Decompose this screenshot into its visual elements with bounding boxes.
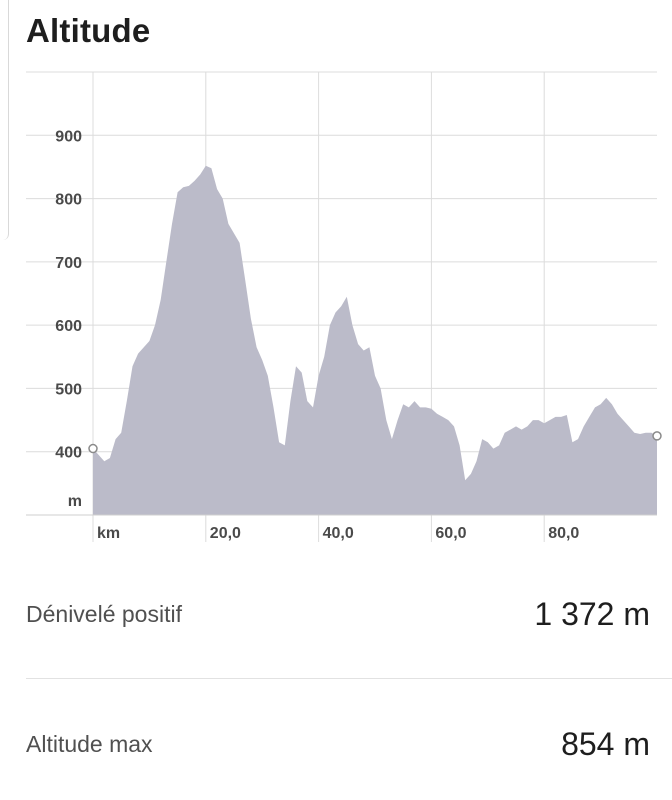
y-unit-label: m: [68, 493, 82, 510]
elevation-gain-label: Dénivelé positif: [26, 600, 182, 627]
max-altitude-label: Altitude max: [26, 730, 153, 757]
y-tick-label: 800: [55, 192, 82, 209]
x-tick-label: 80,0: [548, 525, 579, 542]
max-altitude-value: 854 m: [561, 725, 650, 762]
elevation-gain-value: 1 372 m: [534, 595, 650, 632]
y-tick-label: 700: [55, 255, 82, 272]
page-title: Altitude: [26, 12, 151, 49]
y-tick-label: 900: [55, 128, 82, 145]
elevation-chart: 400 500 600 700 800 900 mkm 20,0 40,0 60,0 80,0: [26, 71, 662, 542]
y-tick-label: 500: [55, 381, 82, 398]
x-tick-label: 60,0: [435, 525, 466, 542]
y-tick-label: 400: [55, 445, 82, 462]
stat-row-elevation-gain: Dénivelé positif 1 372 m: [26, 592, 650, 636]
x-unit-label: km: [97, 525, 120, 542]
side-panel-edge: [0, 0, 9, 240]
elevation-area: [93, 165, 657, 515]
x-tick-label: 20,0: [210, 525, 241, 542]
x-tick-label: 40,0: [323, 525, 354, 542]
stat-divider: [26, 678, 672, 679]
route-start-marker: [88, 443, 98, 454]
chart-axes: 400 500 600 700 800 900 mkm 20,0 40,0 60,0 80,0: [26, 128, 662, 542]
stat-row-max-altitude: Altitude max 854 m: [26, 722, 650, 766]
chart-area-layer: [93, 165, 657, 515]
y-tick-label: 600: [55, 318, 82, 335]
route-end-marker: [652, 431, 662, 441]
